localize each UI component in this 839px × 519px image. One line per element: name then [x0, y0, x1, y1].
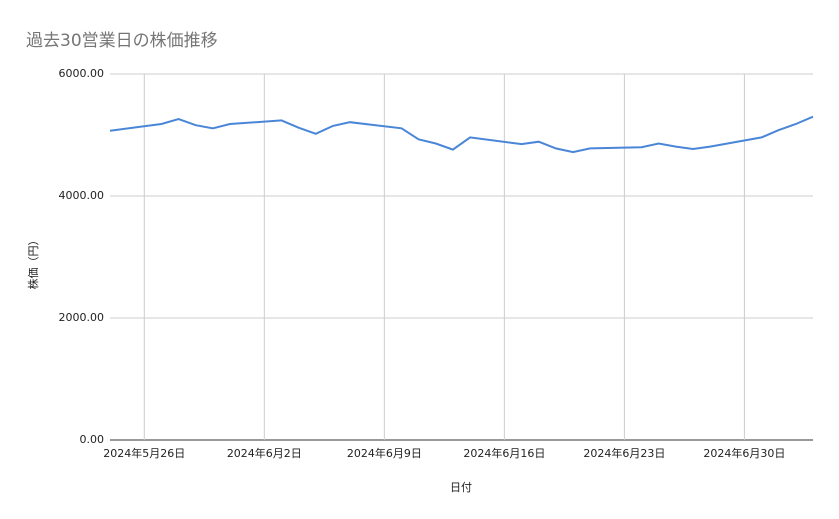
x-tick-label: 2024年6月9日 — [347, 446, 422, 460]
x-tick-label: 2024年6月30日 — [703, 446, 785, 460]
x-tick-label: 2024年5月26日 — [103, 446, 185, 460]
y-tick-label: 0.00 — [80, 433, 105, 446]
chart-title: 過去30営業日の株価推移 — [26, 31, 218, 51]
x-tick-label: 2024年6月16日 — [463, 446, 545, 460]
x-tick-label: 2024年6月23日 — [583, 446, 665, 460]
y-axis-title: 株価（円） — [26, 235, 40, 290]
x-axis-title: 日付 — [450, 481, 472, 494]
y-tick-label: 2000.00 — [59, 311, 105, 324]
price-line — [109, 115, 814, 154]
y-tick-label: 6000.00 — [59, 67, 105, 80]
y-tick-label: 4000.00 — [59, 189, 105, 202]
x-tick-label: 2024年6月2日 — [227, 446, 302, 460]
